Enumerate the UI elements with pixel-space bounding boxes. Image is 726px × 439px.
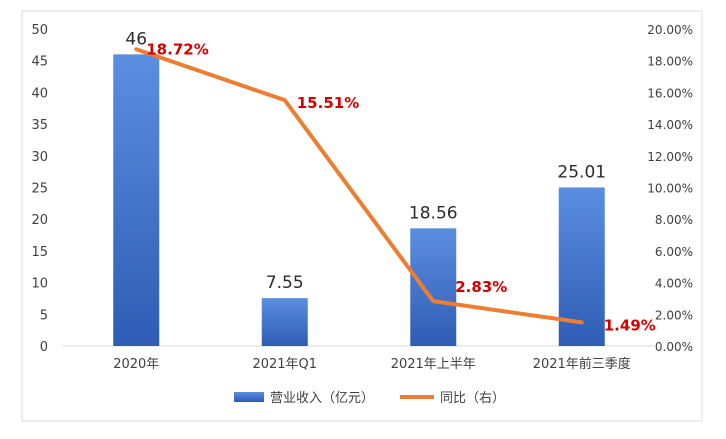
left-tick-label: 25 bbox=[31, 182, 48, 197]
legend-bar-swatch bbox=[234, 392, 264, 402]
legend: 营业收入（亿元） 同比（右） bbox=[234, 391, 505, 406]
yoy-line bbox=[134, 47, 584, 325]
bar-value-label: 18.56 bbox=[409, 203, 458, 223]
bar bbox=[261, 298, 308, 346]
right-tick-label: 2.00% bbox=[655, 308, 693, 322]
line-value-label: 18.72% bbox=[146, 40, 208, 58]
right-tick-label: 0.00% bbox=[655, 340, 693, 354]
line-data-labels: 18.72% 15.51% 2.83% 1.49% bbox=[146, 40, 656, 334]
x-tick-label: 2021年上半年 bbox=[391, 357, 476, 372]
bar-data-labels: 46 7.55 18.56 25.01 bbox=[125, 29, 606, 293]
left-tick-label: 45 bbox=[31, 55, 48, 70]
right-tick-label: 14.00% bbox=[647, 118, 693, 132]
x-tick-label: 2021年Q1 bbox=[252, 357, 317, 372]
left-tick-label: 20 bbox=[31, 213, 48, 228]
bar-series bbox=[113, 54, 605, 347]
legend-line-label: 同比（右） bbox=[440, 391, 505, 406]
bar-value-label: 25.01 bbox=[557, 162, 606, 182]
bar-value-label: 46 bbox=[125, 29, 147, 49]
x-tick-label: 2021年前三季度 bbox=[533, 356, 631, 372]
legend-bar-label: 营业收入（亿元） bbox=[270, 391, 374, 406]
right-tick-label: 18.00% bbox=[647, 55, 693, 69]
right-tick-label: 4.00% bbox=[655, 277, 693, 291]
left-tick-label: 10 bbox=[31, 277, 48, 292]
right-tick-label: 20.00% bbox=[647, 23, 693, 37]
left-tick-label: 15 bbox=[31, 245, 48, 260]
x-axis: 2020年 2021年Q1 2021年上半年 2021年前三季度 bbox=[62, 345, 656, 372]
right-tick-label: 10.00% bbox=[647, 182, 693, 196]
left-tick-label: 5 bbox=[40, 308, 48, 323]
right-tick-label: 12.00% bbox=[647, 150, 693, 164]
line-value-label: 2.83% bbox=[455, 278, 507, 296]
right-y-axis: 0.00% 2.00% 4.00% 6.00% 8.00% 10.00% 12.00% 14.… bbox=[647, 23, 693, 354]
left-tick-label: 40 bbox=[31, 86, 48, 101]
line-series bbox=[134, 47, 584, 325]
right-tick-label: 8.00% bbox=[655, 213, 693, 227]
left-tick-label: 30 bbox=[31, 150, 48, 165]
line-value-label: 15.51% bbox=[297, 94, 359, 112]
bar bbox=[113, 54, 160, 347]
bar-value-label: 7.55 bbox=[266, 273, 304, 293]
left-tick-label: 0 bbox=[40, 340, 48, 355]
right-tick-label: 16.00% bbox=[647, 86, 693, 100]
left-y-axis: 0 5 10 15 20 25 30 35 40 45 50 bbox=[31, 23, 48, 355]
right-tick-label: 6.00% bbox=[655, 245, 693, 259]
line-value-label: 1.49% bbox=[604, 316, 656, 334]
left-tick-label: 50 bbox=[31, 23, 48, 38]
left-tick-label: 35 bbox=[31, 118, 48, 133]
x-tick-label: 2020年 bbox=[113, 357, 159, 372]
bar bbox=[410, 228, 457, 346]
